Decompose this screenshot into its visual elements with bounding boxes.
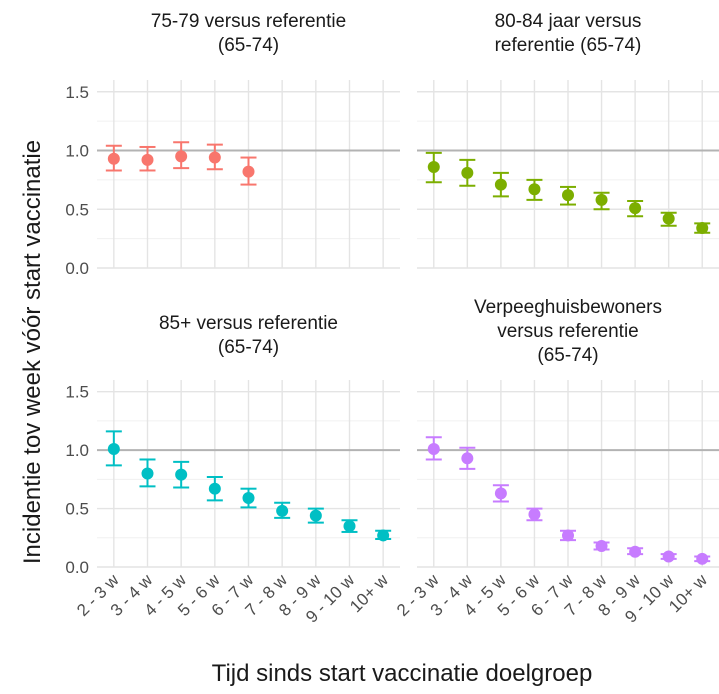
data-point [427,442,440,455]
data-point [562,189,574,202]
panel-title: 80-84 jaar versus [495,11,642,32]
y-tick-label: 0.5 [65,200,89,219]
data-point [427,160,440,173]
panel-title: 75-79 versus referentie [151,11,346,32]
panel-title: (65-74) [218,35,279,56]
data-point [276,504,289,517]
panels-layer: 0.0 0.5 1.0 1.5 75-79 versus referentie (65-7… [65,11,719,627]
y-tick-label: 0.5 [65,500,89,519]
data-point [141,153,154,166]
panel-3: 0.00.51.01.52 - 3 w3 - 4 w4 - 5 w5 - 6 w… [65,313,400,627]
y-tick-label: 1.5 [65,83,89,102]
data-point [343,520,356,533]
panel-title: (65-74) [218,337,279,358]
y-tick-label: 0.0 [65,558,89,577]
panel-title: Verpeeghuisbewoners [474,297,662,318]
data-point [107,442,120,455]
x-tick-label: 10+ w [346,570,392,616]
data-point [461,452,474,465]
data-point [528,183,541,196]
data-point [175,468,188,481]
y-axis-label: Incidentie tov week vóór start vaccinati… [19,140,46,564]
data-point [141,467,154,480]
y-tick-label: 1.5 [65,383,89,402]
data-point [662,550,675,563]
data-point [494,178,507,191]
data-point [595,193,608,206]
data-point [377,529,390,542]
data-point [208,482,221,495]
panel-title: (65-74) [537,345,598,366]
data-point [595,539,608,552]
panel-title: 85+ versus referentie [159,313,338,334]
data-point [107,152,120,165]
data-point [629,545,642,558]
data-point [208,151,221,164]
y-tick-label: 1.0 [65,142,89,161]
panel-2: 80-84 jaar versus referentie (65-74) [417,11,719,269]
y-tick-label: 1.0 [65,441,89,460]
data-point [696,222,709,235]
x-axis-label: Tijd sinds start vaccinatie doelgroep [212,660,593,687]
data-point [562,529,574,542]
data-point [309,509,322,522]
data-point [662,212,675,225]
data-point [175,150,188,163]
panel-4: 2 - 3 w3 - 4 w4 - 5 w5 - 6 w6 - 7 w7 - 8… [393,297,719,627]
data-point [461,166,474,179]
data-point [494,487,507,500]
y-tick-label: 0.0 [65,259,89,278]
x-tick-label: 10+ w [665,570,711,616]
data-point [696,552,709,565]
panel-1: 0.0 0.5 1.0 1.5 75-79 versus referentie (65-7… [65,11,400,278]
data-point [242,492,255,505]
data-point [242,165,255,178]
panel-title: versus referentie [497,321,639,342]
data-point [629,202,642,215]
panel-title: referentie (65-74) [495,35,642,56]
data-point [528,508,541,521]
